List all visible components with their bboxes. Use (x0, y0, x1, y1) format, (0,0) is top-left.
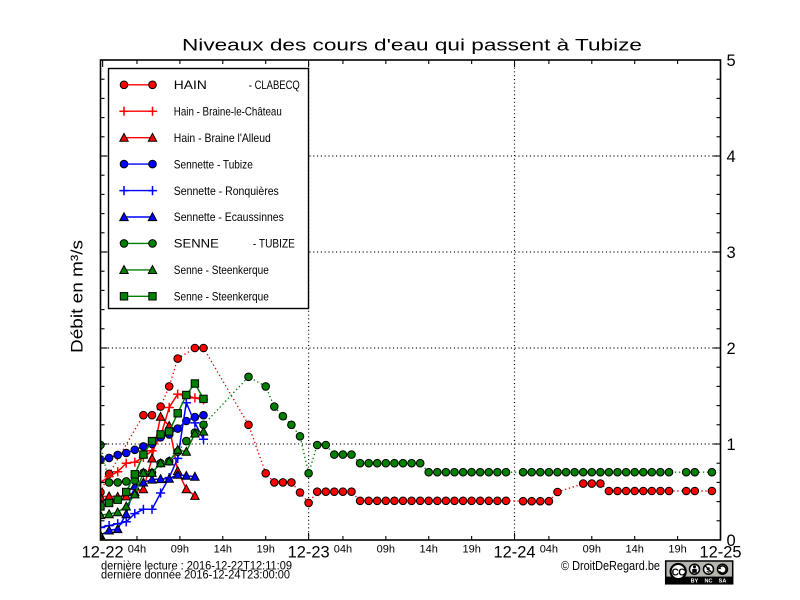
svg-text:04h: 04h (540, 544, 558, 556)
svg-text:14h: 14h (214, 544, 232, 556)
svg-text:04h: 04h (334, 544, 352, 556)
svg-text:12-25: 12-25 (700, 543, 742, 562)
svg-text:Niveaux des cours d'eau qui pa: Niveaux des cours d'eau qui passent à Tu… (182, 36, 642, 55)
svg-text:SA: SA (719, 579, 727, 585)
svg-text:09h: 09h (583, 544, 601, 556)
svg-text:Senne - Steenkerque: Senne - Steenkerque (174, 290, 269, 304)
svg-text:12-23: 12-23 (288, 543, 330, 562)
svg-text:Hain - Braine l'Alleud: Hain - Braine l'Alleud (174, 131, 271, 145)
svg-text:dernière lecture : 2016-12-22T: dernière lecture : 2016-12-22T12:11:09 (101, 561, 292, 573)
svg-text:09h: 09h (171, 544, 189, 556)
svg-text:SENNE: SENNE (174, 237, 219, 251)
svg-text:19h: 19h (668, 544, 686, 556)
svg-text:© DroitDeRegard.be: © DroitDeRegard.be (561, 559, 660, 573)
svg-text:04h: 04h (128, 544, 146, 556)
svg-text:Senne - Steenkerque: Senne - Steenkerque (174, 263, 269, 277)
svg-text:NC: NC (705, 579, 713, 585)
svg-text:Sennette - Ecaussinnes: Sennette - Ecaussinnes (174, 210, 284, 224)
svg-text:- TUBIZE: - TUBIZE (253, 237, 295, 251)
svg-text:Sennette - Ronquières: Sennette - Ronquières (174, 184, 279, 198)
svg-text:14h: 14h (626, 544, 644, 556)
svg-text:5: 5 (727, 52, 736, 70)
svg-text:4: 4 (727, 148, 736, 166)
svg-text:dernière donnée 2016-12-24T23: dernière donnée 2016-12-24T23:00:00 (101, 570, 290, 582)
svg-text:Débit en m³/s: Débit en m³/s (68, 240, 87, 353)
svg-text:19h: 19h (462, 544, 480, 556)
svg-text:1: 1 (727, 436, 736, 454)
svg-text:12-22: 12-22 (82, 543, 124, 562)
svg-text:Hain - Braine-le-Château: Hain - Braine-le-Château (174, 104, 282, 118)
svg-text:BY: BY (691, 579, 699, 585)
svg-text:09h: 09h (377, 544, 395, 556)
svg-text:12-24: 12-24 (494, 543, 536, 562)
svg-text:Sennette - Tubize: Sennette - Tubize (174, 157, 253, 171)
svg-text:14h: 14h (420, 544, 438, 556)
svg-text:2: 2 (727, 340, 736, 358)
svg-text:- CLABECQ: - CLABECQ (249, 78, 300, 92)
svg-text:3: 3 (727, 244, 736, 262)
svg-text:CC: CC (672, 567, 686, 578)
svg-text:HAIN: HAIN (174, 78, 207, 92)
svg-text:19h: 19h (257, 544, 275, 556)
svg-text:0: 0 (727, 532, 736, 550)
